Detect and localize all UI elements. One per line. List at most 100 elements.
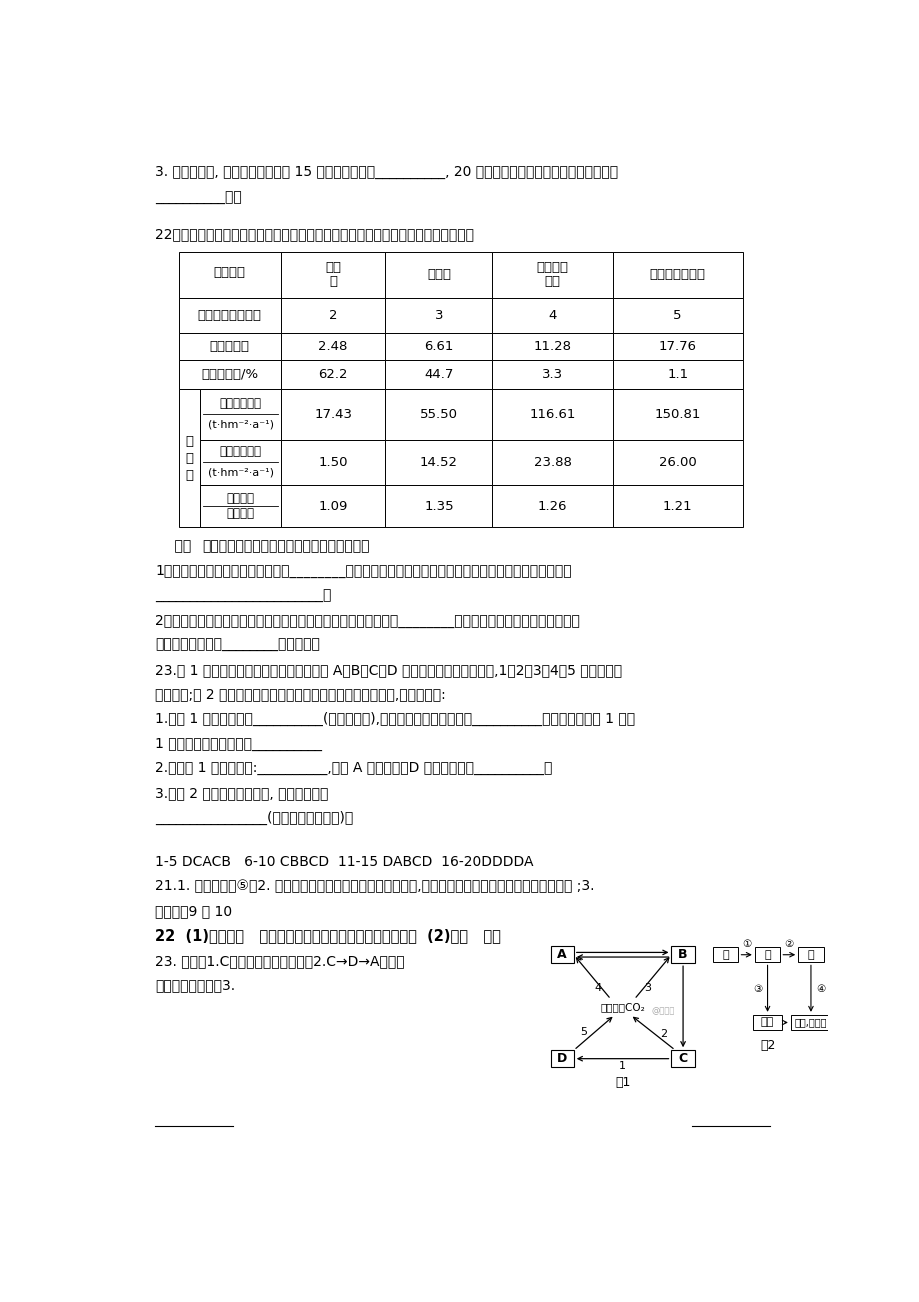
Bar	[280, 486, 385, 527]
Bar	[385, 333, 492, 359]
Text: @正确云: @正确云	[651, 1006, 674, 1016]
Bar	[280, 333, 385, 359]
Bar	[612, 298, 742, 333]
Bar	[492, 251, 612, 298]
Bar	[280, 251, 385, 298]
Text: 遗体,残骸等: 遗体,残骸等	[794, 1017, 826, 1027]
Text: 23.图 1 是某生态系统碳循环示意图，其中 A、B、C、D 是生态系统的各生物成分,1、2、3、4、5 表示有关的: 23.图 1 是某生态系统碳循环示意图，其中 A、B、C、D 是生态系统的各生物…	[155, 663, 622, 677]
Text: 生理过程;图 2 为该生态系统中某一食物链及部分能量流动情况,请分析回答:: 生理过程;图 2 为该生态系统中某一食物链及部分能量流动情况,请分析回答:	[155, 687, 446, 702]
Bar	[550, 1051, 573, 1068]
Bar	[200, 486, 280, 527]
Bar	[612, 486, 742, 527]
Text: 后减再趋于稳定；3.: 后减再趋于稳定；3.	[155, 979, 235, 992]
Text: 1.50: 1.50	[318, 456, 347, 469]
Text: 叶面积指数: 叶面积指数	[210, 340, 249, 353]
Bar	[280, 389, 385, 440]
Text: 1.09: 1.09	[318, 500, 347, 513]
Text: 兔: 兔	[764, 949, 770, 960]
Text: 3. 据图丙可知, 该动物在调查的第 15 年时年龄组成是__________, 20 年内该动物的数量最多的年份大约是第: 3. 据图丙可知, 该动物在调查的第 15 年时年龄组成是__________,…	[155, 165, 618, 180]
Text: 衰退型；9 或 10: 衰退型；9 或 10	[155, 904, 233, 918]
Text: 针叶林: 针叶林	[426, 268, 450, 281]
Text: (t·hm⁻²·a⁻¹): (t·hm⁻²·a⁻¹)	[208, 467, 273, 478]
Text: 62.2: 62.2	[318, 367, 347, 380]
Text: 17.76: 17.76	[658, 340, 696, 353]
Text: ________________(用图中的符号表示)。: ________________(用图中的符号表示)。	[155, 811, 353, 825]
Text: 4: 4	[548, 309, 556, 322]
Text: 2: 2	[660, 1029, 666, 1039]
Text: 1.在图 1 中，生产者是__________(填图中字母),碳元素在生物群落内是以__________形式流动的。图 1 中的: 1.在图 1 中，生产者是__________(填图中字母),碳元素在生物群落内…	[155, 712, 635, 727]
Bar	[612, 333, 742, 359]
Bar	[178, 298, 280, 333]
Text: 22  (1)次生演替   随着时间的推移群落物种丰富度逐渐增加  (2)增大   分层: 22 (1)次生演替 随着时间的推移群落物种丰富度逐渐增加 (2)增大 分层	[155, 928, 501, 944]
Text: 17.43: 17.43	[313, 408, 352, 421]
Text: 草: 草	[721, 949, 728, 960]
Text: 交林: 交林	[544, 275, 560, 288]
Text: 2.写出图 1 中的食物链:__________,如果 A 发生瘟疫，D 的数量变化是__________。: 2.写出图 1 中的食物链:__________,如果 A 发生瘟疫，D 的数量…	[155, 762, 552, 776]
Text: 44.7: 44.7	[424, 367, 453, 380]
Text: 净初级生产量: 净初级生产量	[220, 445, 261, 458]
Text: 1-5 DCACB   6-10 CBBCD  11-15 DABCD  16-20DDDDA: 1-5 DCACB 6-10 CBBCD 11-15 DABCD 16-20DD…	[155, 854, 533, 868]
Bar	[754, 947, 779, 962]
Text: 11.28: 11.28	[533, 340, 571, 353]
Bar	[385, 251, 492, 298]
Text: 1.35: 1.35	[424, 500, 453, 513]
Text: 叶面积指数指单位土地面积上的植物叶面积。: 叶面积指数指单位土地面积上的植物叶面积。	[201, 539, 369, 553]
Text: 物群落的垂直结构________增多有关。: 物群落的垂直结构________增多有关。	[155, 638, 320, 652]
Bar	[492, 359, 612, 389]
Bar	[550, 947, 573, 963]
Text: 3.3: 3.3	[541, 367, 562, 380]
Text: 55.50: 55.50	[419, 408, 458, 421]
Text: 注：: 注：	[155, 539, 191, 553]
Text: C: C	[678, 1052, 686, 1065]
Text: 23. 答案：1.C；有机物，光合作用；2.C→D→A；先增: 23. 答案：1.C；有机物，光合作用；2.C→D→A；先增	[155, 954, 404, 967]
Bar	[790, 1014, 830, 1030]
Text: 116.61: 116.61	[528, 408, 575, 421]
Bar	[612, 251, 742, 298]
Text: 丛: 丛	[329, 275, 336, 288]
Bar	[280, 359, 385, 389]
Bar	[385, 389, 492, 440]
Text: 2、统计数据表明随着群落演替的进行生态系统截获光能的百分率________，总初级生产量增多，这可能与植: 2、统计数据表明随着群落演替的进行生态系统截获光能的百分率________，总初…	[155, 613, 580, 628]
Text: 21.1. 种群密度；⑤；2. 在这段时间内该生物种群数量快速增长,在与其他草食性动物争夺食物中占有优势 ;3.: 21.1. 种群密度；⑤；2. 在这段时间内该生物种群数量快速增长,在与其他草食…	[155, 879, 595, 893]
Text: 针阔叶混: 针阔叶混	[536, 262, 568, 275]
Text: 4: 4	[594, 983, 601, 993]
Bar	[492, 298, 612, 333]
Text: 图2: 图2	[760, 1039, 775, 1052]
Text: 总生产量: 总生产量	[226, 492, 255, 505]
Text: 1 表示的生理过程主要是__________: 1 表示的生理过程主要是__________	[155, 737, 322, 751]
Bar	[178, 359, 280, 389]
Bar	[178, 251, 280, 298]
Text: 2.48: 2.48	[318, 340, 347, 353]
Text: 1: 1	[618, 1061, 626, 1072]
Text: ③: ③	[753, 983, 762, 993]
Text: 群落垂直结构层数: 群落垂直结构层数	[198, 309, 261, 322]
Text: 5: 5	[673, 309, 681, 322]
Text: 生: 生	[186, 435, 193, 448]
Text: 23.88: 23.88	[533, 456, 571, 469]
Text: 量: 量	[186, 469, 193, 482]
Text: B: B	[677, 948, 687, 961]
Text: __________年。: __________年。	[155, 191, 242, 204]
Text: 光能漏射率/%: 光能漏射率/%	[201, 367, 258, 380]
Text: ________________________。: ________________________。	[155, 589, 332, 603]
Bar	[280, 440, 385, 486]
Text: 季风常绿阔叶林: 季风常绿阔叶林	[649, 268, 705, 281]
Text: 产: 产	[186, 452, 193, 465]
Text: 总呼吸量: 总呼吸量	[226, 508, 255, 521]
Text: ④: ④	[815, 983, 824, 993]
Bar	[200, 440, 280, 486]
Text: ②: ②	[784, 939, 793, 949]
Bar	[385, 440, 492, 486]
Bar	[492, 389, 612, 440]
Text: 1.26: 1.26	[537, 500, 567, 513]
Text: 6.61: 6.61	[424, 340, 453, 353]
Text: D: D	[556, 1052, 567, 1065]
Bar	[492, 440, 612, 486]
Bar	[178, 333, 280, 359]
Text: 狐: 狐	[807, 949, 813, 960]
Text: 群落演替: 群落演替	[213, 266, 245, 279]
Text: 1.21: 1.21	[662, 500, 692, 513]
Bar	[671, 947, 694, 963]
Bar	[178, 389, 200, 527]
Text: 26.00: 26.00	[658, 456, 696, 469]
